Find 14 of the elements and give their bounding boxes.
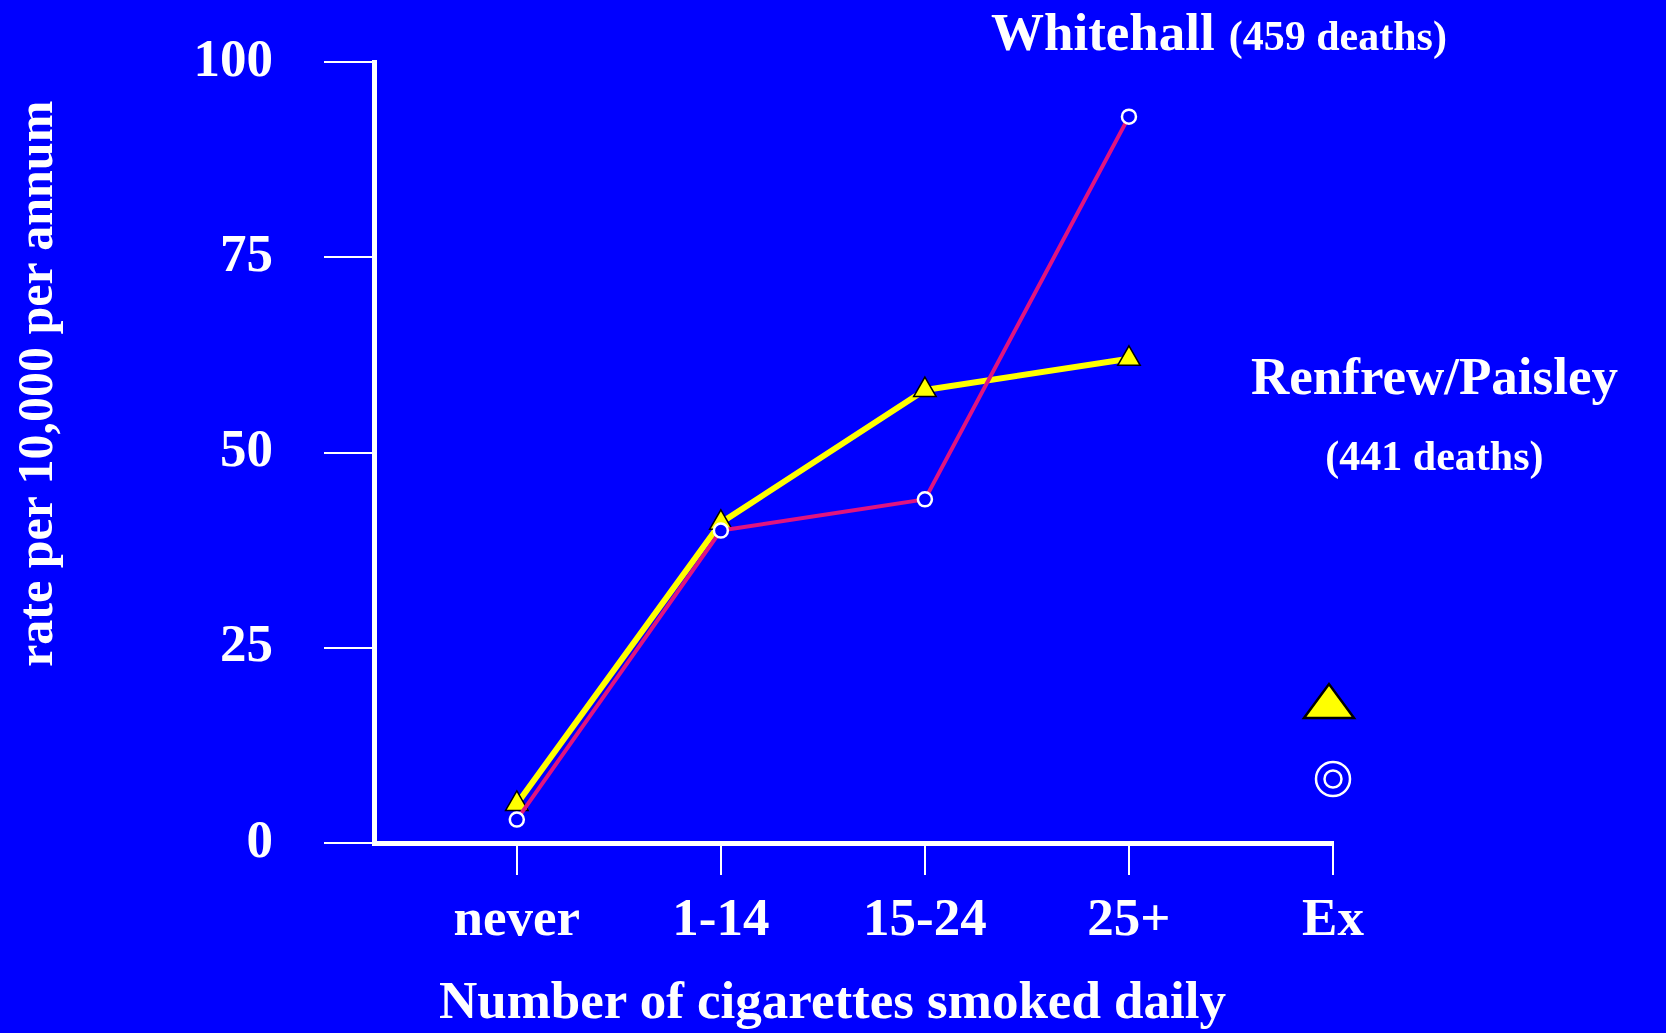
text: Renfrew/Paisley (441 deaths): [1250, 346, 1618, 480]
y-axis-title: rate per 10,000 per annum: [6, 100, 63, 667]
y-tick-label: 100: [193, 28, 273, 87]
x-tick-label: 25+: [1087, 888, 1171, 947]
y-tick-label: 75: [220, 223, 273, 282]
x-tick-label: Ex: [1302, 888, 1365, 947]
text: Whitehall (459 deaths): [990, 3, 1447, 61]
y-tick-label: 50: [220, 419, 273, 478]
x-axis-title: Number of cigarettes smoked daily: [438, 971, 1227, 1029]
x-tick-label: 15-24: [863, 888, 987, 947]
x-tick-label: 1-14: [672, 888, 770, 947]
x-tick-label: never: [453, 888, 581, 947]
y-tick-label: 0: [246, 809, 273, 868]
y-tick-label: 25: [220, 614, 273, 673]
